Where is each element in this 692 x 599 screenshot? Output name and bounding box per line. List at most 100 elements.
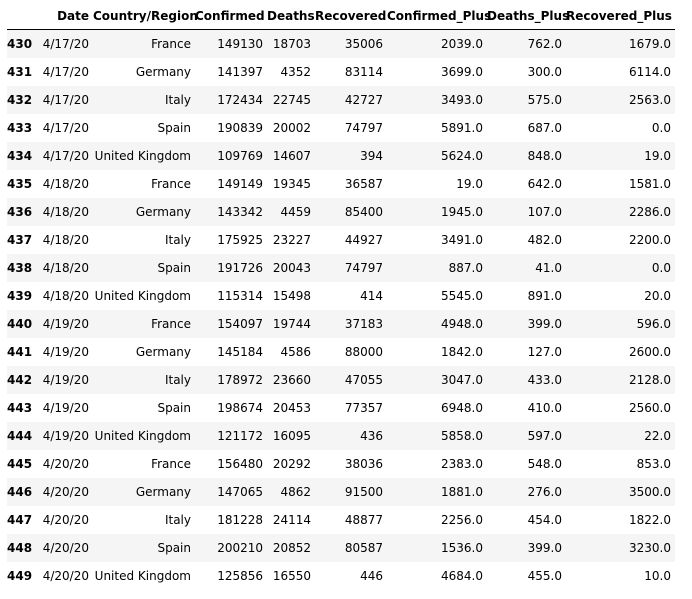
deaths-plus-cell: 433.0 (527, 373, 562, 387)
deaths-cell: 22745 (272, 93, 311, 107)
country-cell: Spain (157, 401, 191, 415)
recovered-cell: 35006 (344, 37, 383, 51)
confirmed-cell: 143342 (217, 205, 263, 219)
date-cell: 4/17/20 (42, 93, 89, 107)
deaths-plus-cell: 276.0 (527, 485, 562, 499)
confirmed-cell: 141397 (217, 65, 263, 79)
column-header-index (7, 2, 35, 30)
deaths-plus-cell: 891.0 (527, 289, 562, 303)
row-index: 438 (7, 261, 33, 275)
deaths-plus-cell: 399.0 (527, 541, 562, 555)
date-cell: 4/17/20 (42, 65, 89, 79)
table-row: 443 4/19/20 Spain 198674 20453 77357 6948.0 410… (7, 394, 675, 422)
date-cell: 4/20/20 (42, 457, 89, 471)
confirmed-plus-cell: 1536.0 (441, 541, 483, 555)
confirmed-plus-cell: 2383.0 (441, 457, 483, 471)
recovered-plus-cell: 19.0 (644, 149, 671, 163)
date-cell: 4/20/20 (42, 541, 89, 555)
row-index: 437 (7, 233, 33, 247)
recovered-cell: 74797 (344, 121, 383, 135)
deaths-plus-cell: 107.0 (527, 205, 562, 219)
date-cell: 4/17/20 (42, 149, 89, 163)
deaths-plus-cell: 762.0 (527, 37, 562, 51)
recovered-plus-cell: 3230.0 (629, 541, 671, 555)
recovered-cell: 83114 (344, 65, 383, 79)
recovered-plus-cell: 2560.0 (629, 401, 671, 415)
confirmed-cell: 109769 (217, 149, 263, 163)
country-cell: United Kingdom (94, 149, 191, 163)
recovered-cell: 42727 (344, 93, 383, 107)
confirmed-plus-cell: 5891.0 (441, 121, 483, 135)
confirmed-cell: 154097 (217, 317, 263, 331)
row-index: 448 (7, 541, 33, 555)
recovered-plus-cell: 2600.0 (629, 345, 671, 359)
deaths-cell: 20292 (272, 457, 311, 471)
row-index: 440 (7, 317, 33, 331)
date-cell: 4/19/20 (42, 317, 89, 331)
recovered-plus-cell: 1822.0 (629, 513, 671, 527)
table-row: 447 4/20/20 Italy 181228 24114 48877 2256.0 454… (7, 506, 675, 534)
deaths-plus-cell: 300.0 (527, 65, 562, 79)
table-header: Date Country/Region Confirmed Deaths Rec… (7, 2, 675, 30)
country-cell: United Kingdom (94, 289, 191, 303)
deaths-cell: 24114 (272, 513, 311, 527)
table-row: 435 4/18/20 France 149149 19345 36587 19.0 642.… (7, 170, 675, 198)
confirmed-cell: 149149 (217, 177, 263, 191)
deaths-plus-cell: 455.0 (527, 569, 562, 583)
country-cell: United Kingdom (94, 569, 191, 583)
recovered-plus-cell: 2200.0 (629, 233, 671, 247)
deaths-cell: 19744 (272, 317, 311, 331)
table-row: 436 4/18/20 Germany 143342 4459 85400 1945.0 10… (7, 198, 675, 226)
deaths-plus-cell: 41.0 (535, 261, 562, 275)
date-cell: 4/20/20 (42, 485, 89, 499)
recovered-cell: 394 (360, 149, 383, 163)
deaths-plus-cell: 687.0 (527, 121, 562, 135)
country-cell: Germany (135, 65, 191, 79)
confirmed-plus-cell: 5545.0 (441, 289, 483, 303)
row-index: 435 (7, 177, 33, 191)
column-header-recovered: Recovered (315, 2, 387, 30)
confirmed-cell: 115314 (217, 289, 263, 303)
country-cell: Italy (164, 513, 191, 527)
confirmed-plus-cell: 1881.0 (441, 485, 483, 499)
row-index: 445 (7, 457, 33, 471)
date-cell: 4/19/20 (42, 401, 89, 415)
recovered-cell: 74797 (344, 261, 383, 275)
deaths-cell: 18703 (272, 37, 311, 51)
dataframe-table: Date Country/Region Confirmed Deaths Rec… (7, 2, 675, 590)
confirmed-plus-cell: 6948.0 (441, 401, 483, 415)
row-index: 446 (7, 485, 33, 499)
country-cell: Germany (135, 485, 191, 499)
table-row: 433 4/17/20 Spain 190839 20002 74797 5891.0 687… (7, 114, 675, 142)
table-row: 437 4/18/20 Italy 175925 23227 44927 3491.0 482… (7, 226, 675, 254)
recovered-plus-cell: 6114.0 (629, 65, 671, 79)
recovered-cell: 436 (360, 429, 383, 443)
confirmed-plus-cell: 19.0 (456, 177, 483, 191)
confirmed-plus-cell: 5858.0 (441, 429, 483, 443)
date-cell: 4/18/20 (42, 261, 89, 275)
date-cell: 4/19/20 (42, 345, 89, 359)
table-row: 444 4/19/20 United Kingdom 121172 16095 436 58… (7, 422, 675, 450)
confirmed-plus-cell: 1945.0 (441, 205, 483, 219)
confirmed-plus-cell: 3491.0 (441, 233, 483, 247)
country-cell: United Kingdom (94, 429, 191, 443)
header-row: Date Country/Region Confirmed Deaths Rec… (7, 2, 675, 30)
row-index: 441 (7, 345, 33, 359)
confirmed-cell: 121172 (217, 429, 263, 443)
confirmed-cell: 191726 (217, 261, 263, 275)
confirmed-cell: 178972 (217, 373, 263, 387)
recovered-plus-cell: 0.0 (651, 121, 671, 135)
confirmed-cell: 149130 (217, 37, 263, 51)
deaths-plus-cell: 548.0 (527, 457, 562, 471)
table-row: 448 4/20/20 Spain 200210 20852 80587 1536.0 399… (7, 534, 675, 562)
deaths-cell: 4586 (280, 345, 311, 359)
deaths-cell: 20002 (272, 121, 311, 135)
row-index: 430 (7, 37, 33, 51)
row-index: 434 (7, 149, 33, 163)
table-row: 432 4/17/20 Italy 172434 22745 42727 3493.0 575… (7, 86, 675, 114)
confirmed-cell: 147065 (217, 485, 263, 499)
deaths-cell: 23660 (272, 373, 311, 387)
deaths-cell: 16095 (272, 429, 311, 443)
confirmed-cell: 125856 (217, 569, 263, 583)
